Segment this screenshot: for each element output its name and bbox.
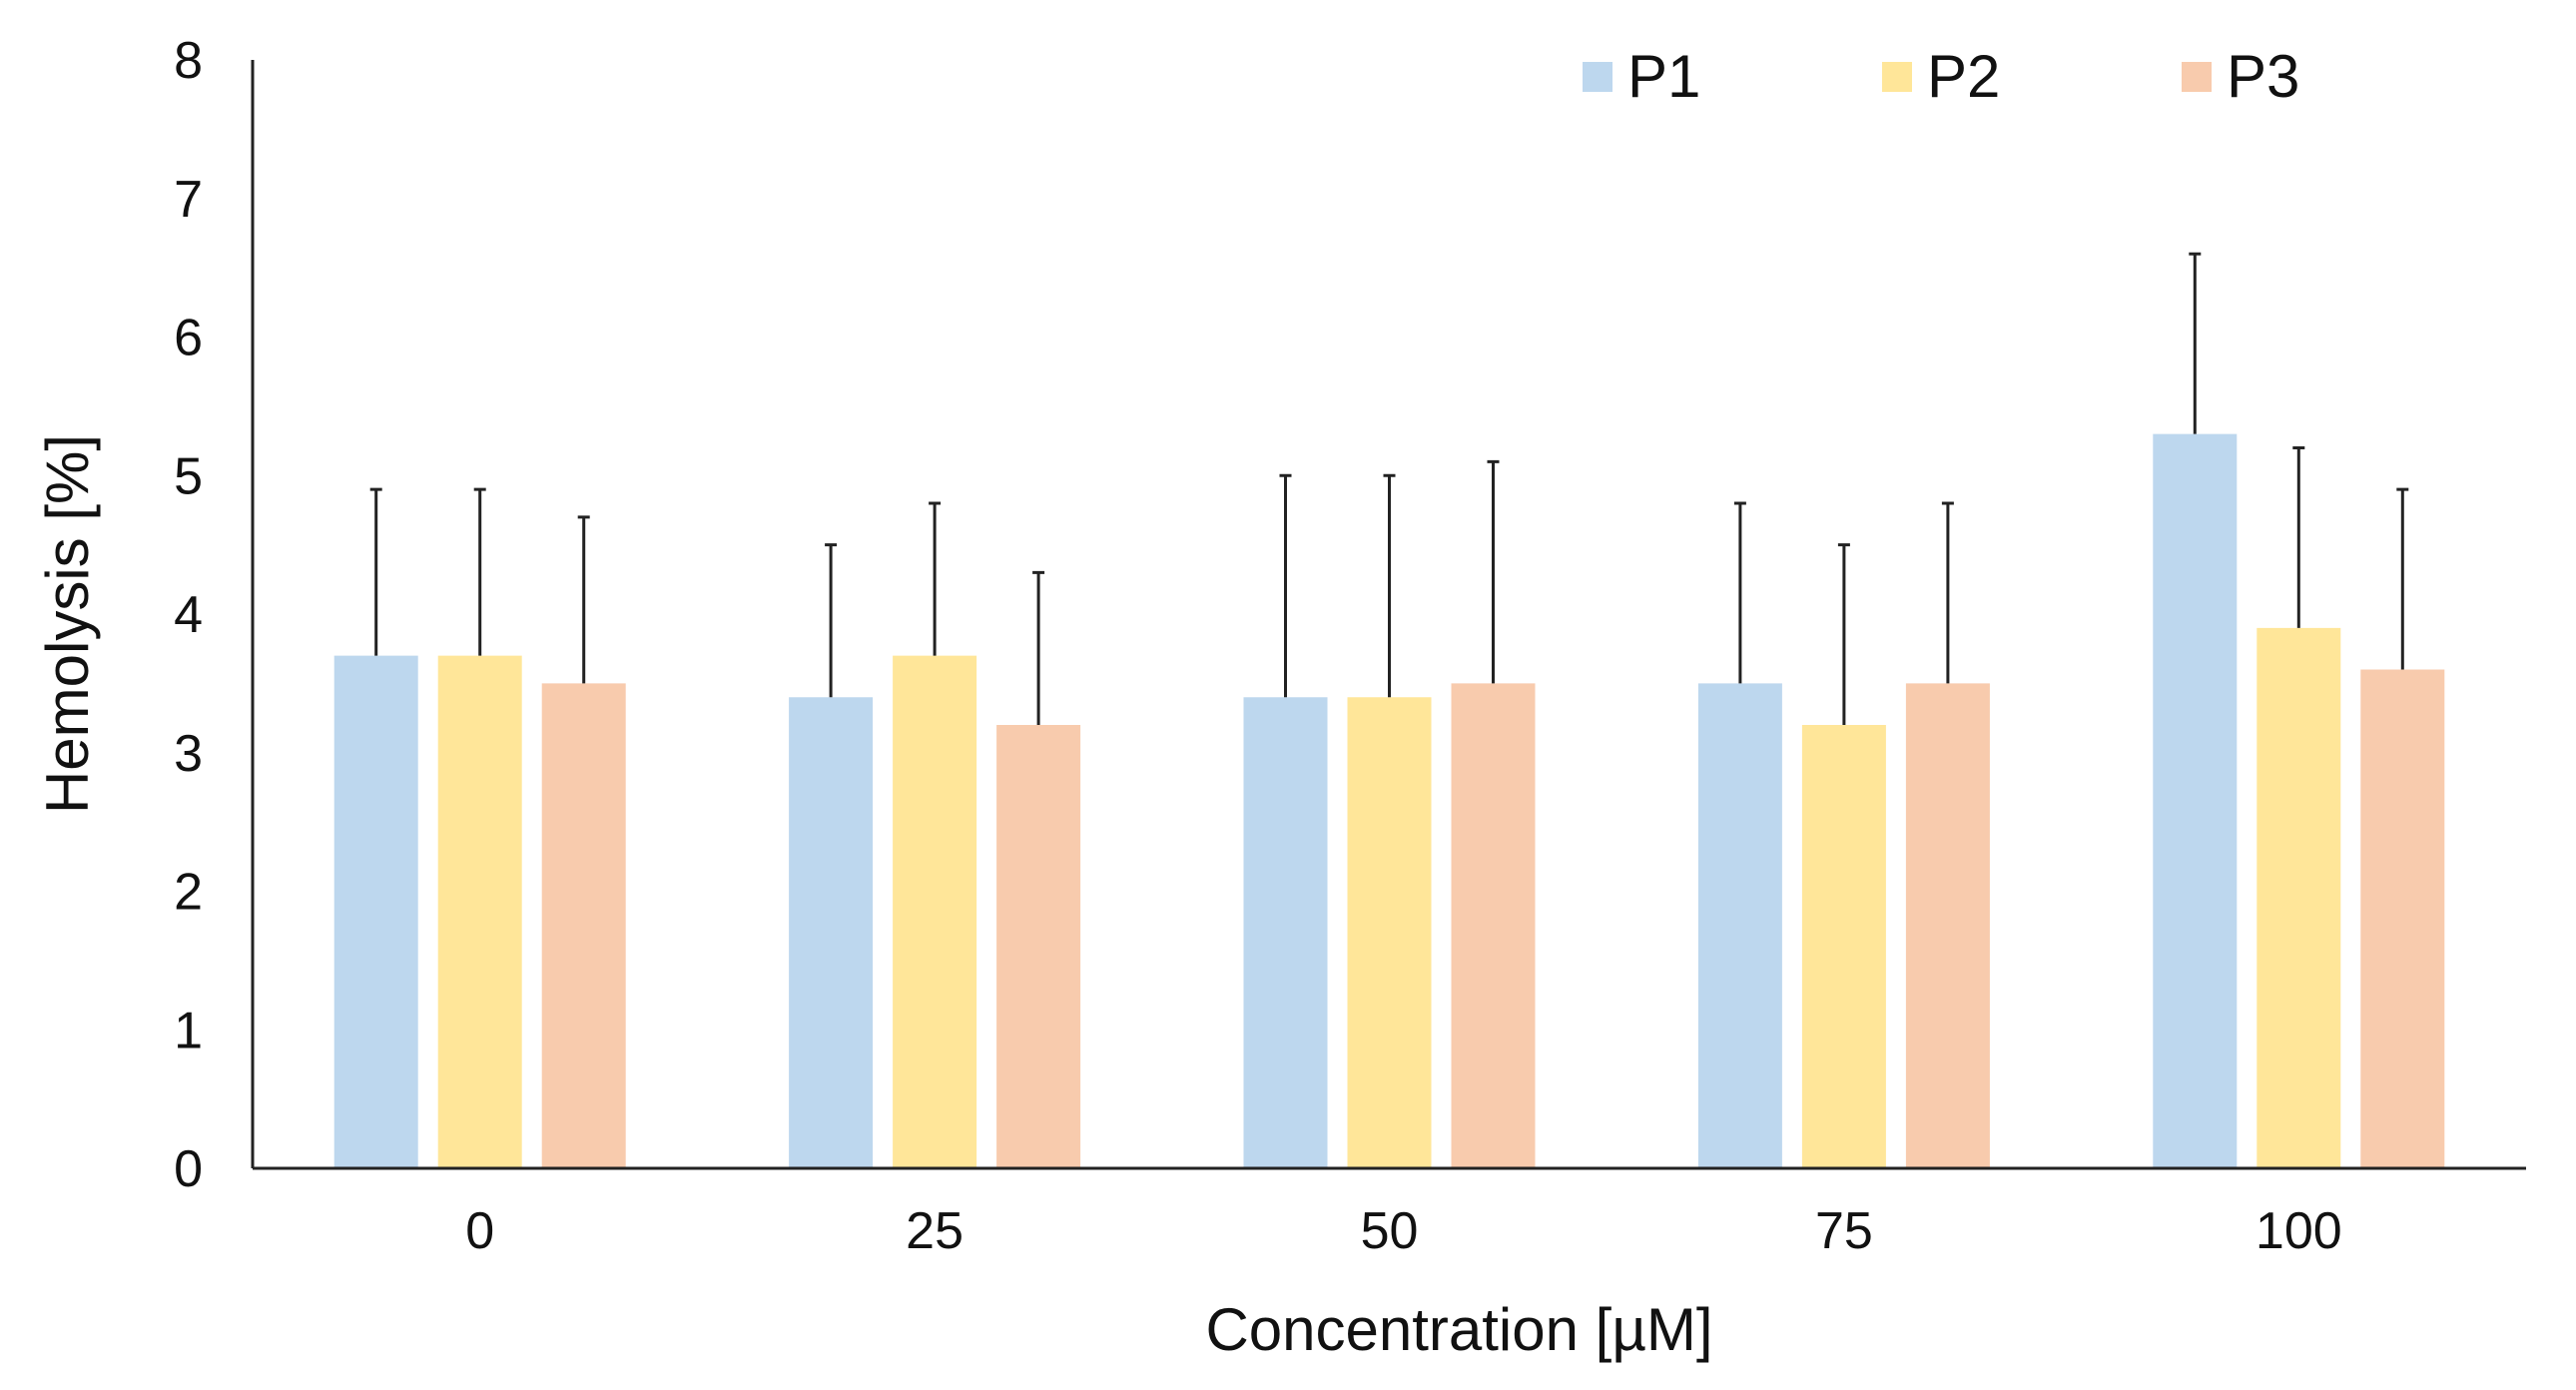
bar-p2-25 — [893, 655, 977, 1168]
x-tick-labels: 0 25 50 75 100 — [465, 1202, 2341, 1260]
y-tick-label: 4 — [174, 586, 203, 644]
bar-p2-0 — [437, 655, 522, 1168]
bars-layer — [333, 433, 2445, 1168]
legend-swatch-p1 — [1583, 62, 1612, 92]
x-tick-label: 0 — [465, 1202, 494, 1260]
x-tick-label: 100 — [2255, 1202, 2342, 1260]
bar-p3-100 — [2360, 669, 2445, 1168]
y-tick-label: 3 — [174, 725, 203, 783]
bar-p3-50 — [1451, 683, 1536, 1168]
bar-p2-100 — [2256, 627, 2341, 1168]
bar-p2-75 — [1801, 725, 1886, 1168]
y-tick-label: 1 — [174, 1002, 203, 1059]
legend: P1 P2 P3 — [1583, 43, 2299, 110]
bar-p1-25 — [789, 697, 874, 1168]
bar-p1-0 — [333, 655, 418, 1168]
x-tick-label: 75 — [1815, 1202, 1873, 1260]
y-tick-label: 7 — [174, 171, 203, 229]
legend-swatch-p2 — [1882, 62, 1912, 92]
error-bars-layer — [369, 252, 2409, 725]
legend-label-p1: P1 — [1627, 43, 1700, 110]
y-axis-title: Hemolysis [%] — [34, 434, 101, 814]
bar-p3-25 — [996, 725, 1081, 1168]
x-axis-title: Concentration [µM] — [1205, 1296, 1712, 1363]
bar-p3-75 — [1905, 683, 1990, 1168]
legend-label-p2: P2 — [1927, 43, 2000, 110]
legend-label-p3: P3 — [2227, 43, 2299, 110]
y-tick-label: 5 — [174, 447, 203, 505]
y-tick-labels: 0 1 2 3 4 5 6 7 8 — [174, 32, 203, 1198]
bar-p1-75 — [1697, 683, 1782, 1168]
bar-p3-0 — [541, 683, 626, 1168]
y-tick-label: 8 — [174, 32, 203, 90]
bar-p1-50 — [1243, 697, 1328, 1168]
bar-p1-100 — [2153, 433, 2238, 1168]
y-tick-label: 2 — [174, 864, 203, 922]
y-tick-label: 6 — [174, 310, 203, 367]
x-tick-label: 50 — [1361, 1202, 1419, 1260]
x-tick-label: 25 — [906, 1202, 964, 1260]
legend-swatch-p3 — [2182, 62, 2212, 92]
bar-p2-50 — [1347, 697, 1432, 1168]
y-tick-label: 0 — [174, 1140, 203, 1198]
